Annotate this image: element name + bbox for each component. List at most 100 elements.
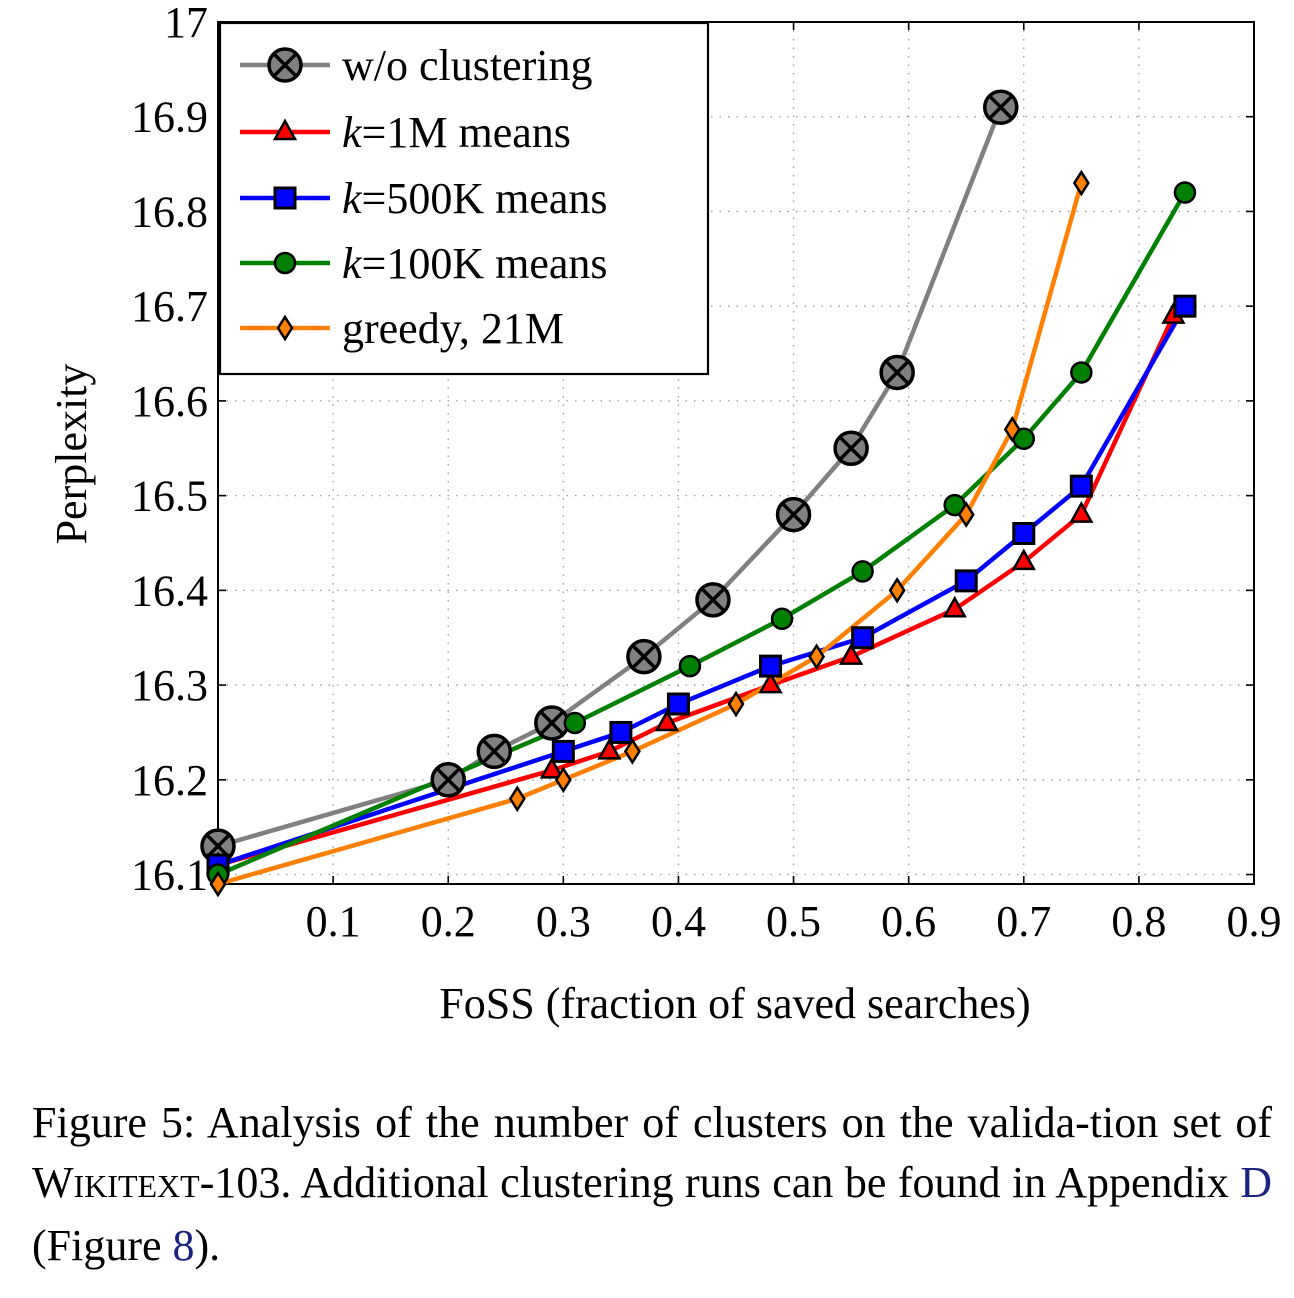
y-tick-label: 16.4 xyxy=(131,566,208,615)
series-2-point xyxy=(666,692,690,716)
marker-ring xyxy=(629,642,658,671)
marker-triangle xyxy=(654,709,680,732)
series-2-line xyxy=(217,305,1187,868)
appendix-link[interactable]: D xyxy=(1240,1158,1272,1207)
series-4-point xyxy=(1072,169,1090,197)
markers xyxy=(200,89,1197,898)
marker-cross xyxy=(272,52,298,78)
legend-k100k-rest: =100K means xyxy=(362,239,608,288)
marker-dot xyxy=(851,560,874,583)
legend-entry-wo-clustering: w/o clustering xyxy=(342,41,593,90)
series-0-point xyxy=(626,638,662,675)
series-1-point xyxy=(942,595,967,618)
series-0-point xyxy=(430,762,466,798)
y-tick-label: 16.5 xyxy=(131,472,208,521)
marker-triangle xyxy=(1011,548,1036,571)
series-0-point xyxy=(534,705,570,741)
legend-k-var: k xyxy=(342,174,363,223)
series-3-point xyxy=(678,654,702,678)
marker-ring xyxy=(434,765,463,794)
x-tick-label: 0.9 xyxy=(1227,897,1282,946)
marker-dot xyxy=(273,251,297,275)
series-3-point xyxy=(563,711,587,735)
x-tick-label: 0.3 xyxy=(536,897,591,946)
series-2-point xyxy=(1173,294,1197,318)
y-axis-label: Perplexity xyxy=(47,364,96,545)
series-4-line xyxy=(217,182,1084,887)
y-tick-label: 16.6 xyxy=(131,377,208,426)
series-4-point xyxy=(727,690,745,718)
series-1-point xyxy=(758,671,783,694)
legend-entry-k500k: k=500K means xyxy=(342,174,608,223)
caption-part1: Figure 5: Analysis of the number of clus… xyxy=(32,1098,1272,1147)
marker-diamond xyxy=(957,501,975,528)
marker-diamond xyxy=(1003,415,1021,443)
series-0-point xyxy=(983,89,1019,126)
series-3-point xyxy=(851,560,874,583)
marker-cross xyxy=(539,710,565,736)
series-4-point xyxy=(623,738,641,765)
marker-ring xyxy=(837,434,866,463)
legend-swatch-marker xyxy=(273,186,297,210)
marker-square xyxy=(851,626,875,650)
marker-triangle xyxy=(597,737,622,760)
y-tick-label: 16.9 xyxy=(131,93,208,142)
marker-triangle xyxy=(272,118,298,141)
marker-ring xyxy=(480,737,509,766)
marker-diamond xyxy=(808,643,826,670)
x-axis-label: FoSS (fraction of saved searches) xyxy=(439,979,1030,1028)
marker-diamond xyxy=(209,870,227,898)
series xyxy=(217,106,1187,887)
marker-dot xyxy=(1070,361,1093,384)
series-2-point xyxy=(609,720,633,744)
marker-diamond xyxy=(554,766,572,794)
marker-triangle xyxy=(942,595,967,618)
legend-k-var: k xyxy=(342,108,363,157)
series-4-point xyxy=(957,501,975,528)
marker-diamond xyxy=(508,785,526,813)
series-4-point xyxy=(808,643,826,670)
series-0-point xyxy=(695,582,731,618)
marker-ring xyxy=(270,50,300,80)
marker-square xyxy=(954,569,978,593)
series-2-point xyxy=(551,739,575,763)
series-2-point xyxy=(1012,522,1036,546)
series-1-point xyxy=(539,756,564,779)
caption-part2: (Figure xyxy=(32,1221,173,1270)
marker-dot xyxy=(678,654,702,678)
marker-square xyxy=(1069,474,1093,498)
series-1-point xyxy=(1069,500,1094,523)
series-2-point xyxy=(851,626,875,650)
marker-ring xyxy=(883,358,912,387)
marker-square xyxy=(1173,294,1197,318)
marker-diamond xyxy=(888,577,906,604)
series-4-point xyxy=(888,577,906,604)
legend: w/o clustering k=1M means k=500K means k… xyxy=(218,21,710,376)
caption-dataset-initial: W xyxy=(32,1158,74,1207)
marker-triangle xyxy=(539,756,564,779)
figure-link[interactable]: 8 xyxy=(172,1221,195,1270)
marker-ring xyxy=(986,93,1015,122)
series-3-point xyxy=(1173,181,1197,204)
legend-swatch-marker xyxy=(273,251,297,275)
y-tick-label: 16.2 xyxy=(131,756,208,805)
marker-square xyxy=(273,186,297,210)
series-3-point xyxy=(770,607,794,631)
legend-k1m-rest: =1M means xyxy=(362,108,571,157)
series-4-point xyxy=(1003,415,1021,443)
y-tick-label: 16.8 xyxy=(131,187,208,236)
series-1-point xyxy=(654,709,680,732)
legend-entry-k1m: k=1M means xyxy=(342,108,571,157)
series-0-point xyxy=(476,733,513,770)
series-1-point xyxy=(597,737,622,760)
legend-swatch-marker xyxy=(272,118,298,141)
series-2-point xyxy=(1069,474,1093,498)
legend-k500k-rest: =500K means xyxy=(362,174,608,223)
caption-dataset-rest: -103. Additional clustering runs can be … xyxy=(199,1158,1241,1207)
marker-cross xyxy=(838,435,864,461)
marker-diamond xyxy=(276,314,294,342)
figure-caption: Figure 5: Analysis of the number of clus… xyxy=(32,1093,1272,1276)
caption-dataset-smallcaps: IKITEXT xyxy=(73,1168,200,1204)
series-0-point xyxy=(833,430,869,467)
legend-entry-greedy: greedy, 21M xyxy=(342,304,564,353)
